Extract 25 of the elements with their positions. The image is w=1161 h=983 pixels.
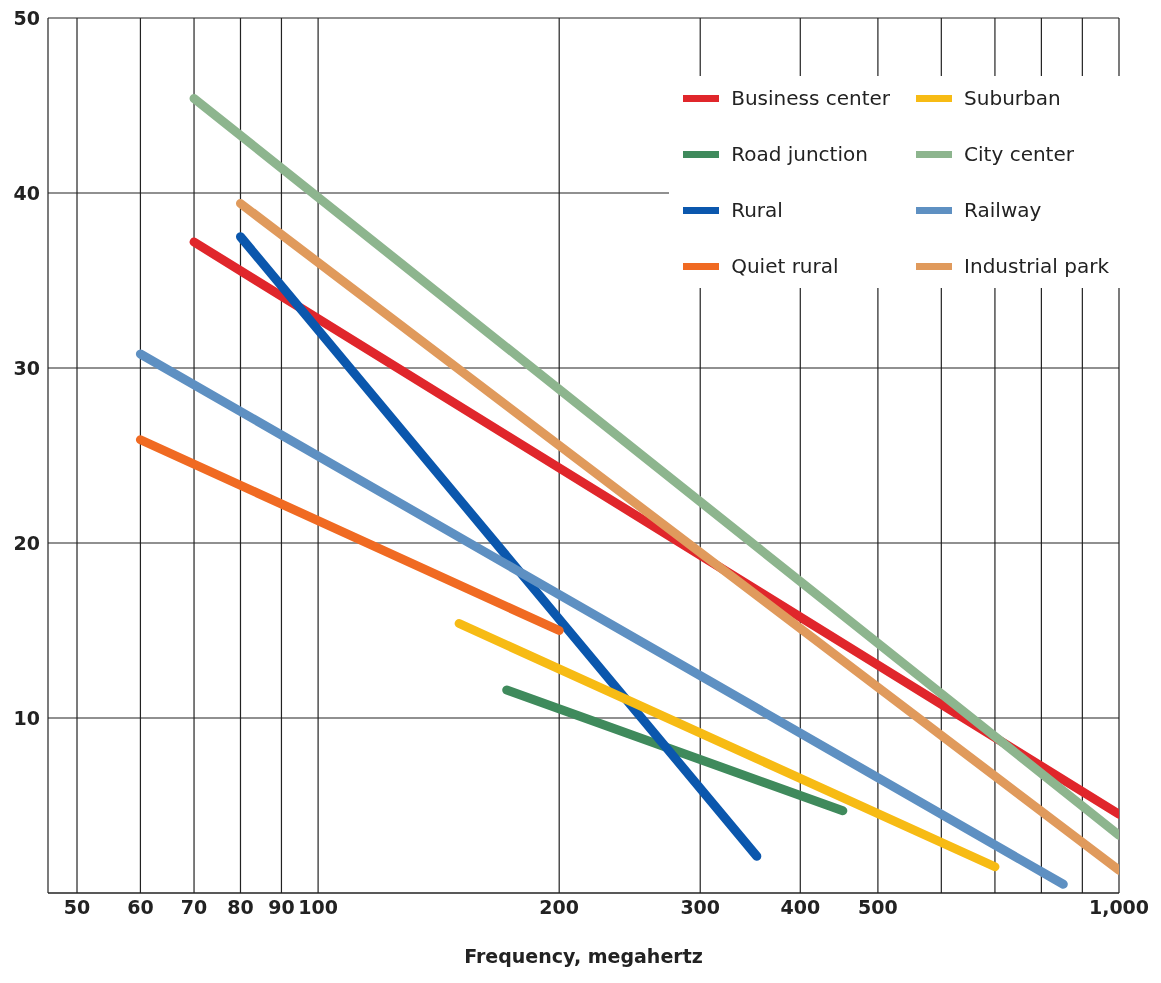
x-axis-title: Frequency, megahertz	[464, 945, 703, 967]
legend-label: Industrial park	[964, 254, 1109, 278]
y-tick-label: 10	[13, 706, 40, 729]
x-tick-label: 200	[539, 896, 580, 919]
y-tick-label: 30	[13, 356, 40, 379]
y-tick-label: 20	[13, 531, 40, 554]
legend-label: Railway	[964, 198, 1042, 222]
x-tick-label: 1,000	[1088, 896, 1150, 919]
x-tick-label: 50	[63, 896, 91, 919]
y-tick-label: 50	[13, 6, 40, 29]
x-tick-label: 400	[780, 896, 821, 919]
legend-label: Business center	[731, 86, 891, 110]
legend-label: Rural	[731, 198, 783, 222]
x-tick-label: 300	[680, 896, 721, 919]
x-tick-label: 90	[268, 896, 295, 919]
x-tick-label: 80	[227, 896, 254, 919]
legend-label: Road junction	[731, 142, 868, 166]
x-tick-label: 60	[127, 896, 154, 919]
legend-label: Quiet rural	[731, 254, 839, 278]
x-tick-label: 500	[858, 896, 898, 919]
y-tick-label: 40	[13, 181, 40, 204]
x-tick-label: 70	[180, 896, 208, 919]
x-tick-label: 100	[298, 896, 338, 919]
legend-label: Suburban	[964, 86, 1061, 110]
legend-label: City center	[964, 142, 1074, 166]
